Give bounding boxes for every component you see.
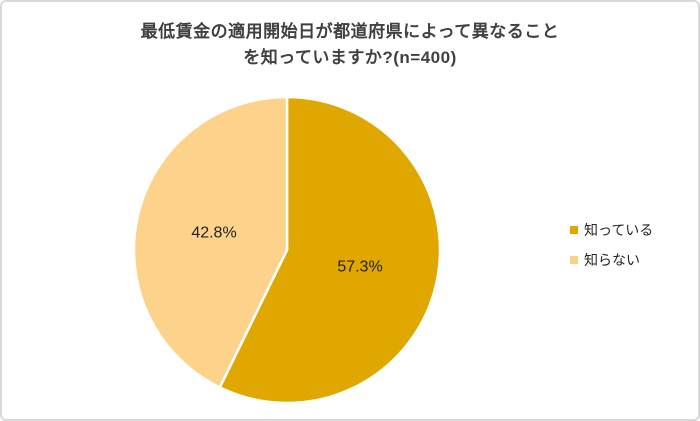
- legend-item-0: 知っている: [570, 222, 653, 238]
- pie-slice-label-1: 42.8%: [191, 225, 236, 242]
- legend-label: 知っている: [584, 222, 654, 238]
- legend: 知っている 知らない: [570, 222, 653, 268]
- legend-item-1: 知らない: [570, 252, 653, 268]
- pie-slice-1: [132, 95, 289, 389]
- pie-chart: 57.3% 42.8%: [132, 95, 442, 405]
- pie-slice-0: [218, 95, 442, 405]
- chart-title: 最低賃金の適用開始日が都道府県によって異なること を知っていますか?(n=400…: [140, 22, 560, 68]
- legend-swatch-icon: [570, 226, 578, 234]
- legend-label: 知らない: [584, 252, 640, 268]
- pie-slice-label-0: 57.3%: [337, 258, 382, 275]
- legend-swatch-icon: [570, 256, 578, 264]
